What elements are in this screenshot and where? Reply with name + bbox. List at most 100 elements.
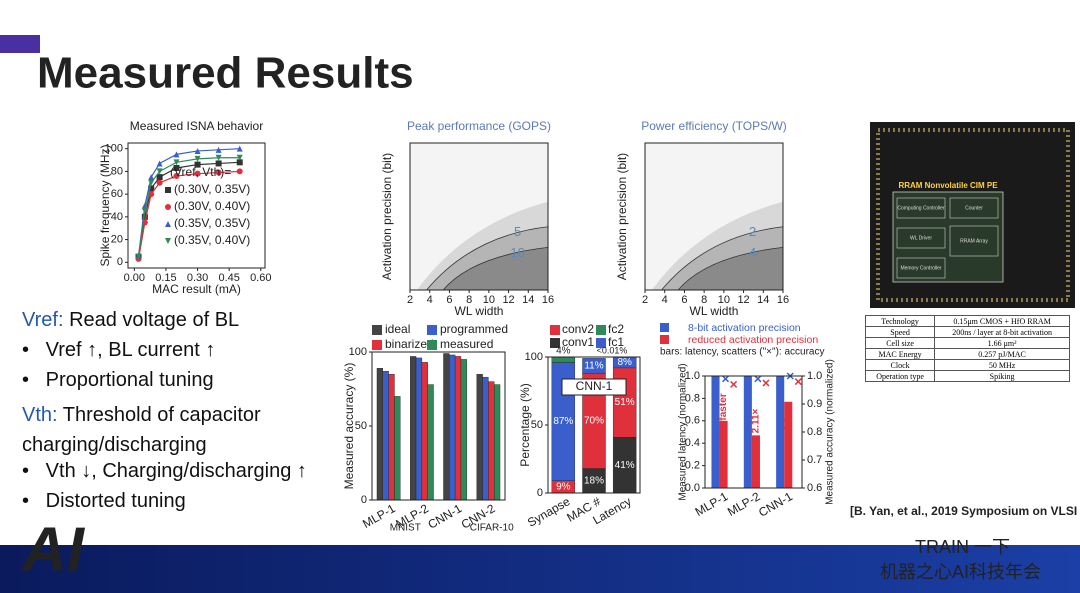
y-axis-label: Measured accuracy (%): [342, 363, 356, 490]
chip-block-label: WL Driver: [910, 235, 932, 241]
y-tick-label: 0: [537, 487, 543, 499]
value-label: 87%: [553, 416, 573, 427]
table-cell: 1.66 μm²: [934, 337, 1070, 349]
bar: [743, 376, 752, 488]
y-tick-label: 100: [525, 351, 543, 363]
chip-block-label: Counter: [965, 205, 983, 211]
data-point: [148, 191, 155, 198]
bar: [784, 401, 793, 488]
legend-swatch: [427, 340, 437, 350]
y-tick-label: 80: [111, 165, 123, 177]
legend-label: 8-bit activation precision: [688, 322, 801, 334]
legend-marker: [165, 238, 171, 244]
x-tick-label: 8: [466, 294, 472, 306]
table-cell: Clock: [864, 359, 936, 371]
x-tick-label: 10: [718, 294, 730, 306]
y-tick-label: 60: [111, 188, 123, 200]
x-tick-label: 0.30: [187, 272, 208, 284]
contour-label: 4: [749, 245, 756, 260]
legend-label: conv2: [562, 322, 594, 336]
table-cell: Spiking: [934, 370, 1070, 382]
legend-marker: [165, 187, 171, 193]
legend-marker: [165, 221, 171, 227]
y-tick-label: 0.6: [685, 415, 700, 427]
x-tick-label: 14: [757, 294, 769, 306]
legend-label: measured: [440, 337, 493, 351]
definition: Vref: Read voltage of BL: [22, 309, 239, 332]
table-row: MAC Energy 0.257 pJ/MAC: [864, 348, 1070, 360]
y-axis-label: Activation precision (bit): [615, 153, 629, 280]
x-tick-label: 16: [777, 294, 789, 306]
y-tick-label: 0.8: [685, 392, 700, 404]
y-axis-label: Activation precision (bit): [380, 153, 394, 280]
x-axis-label: MAC result (mA): [152, 282, 241, 296]
accuracy-point: [762, 379, 770, 387]
accuracy-point: [730, 380, 738, 388]
table-cell: 50 MHz: [934, 359, 1070, 371]
y-tick-label: 50: [355, 420, 367, 432]
data-point: [236, 145, 243, 152]
bar: [382, 371, 389, 501]
y-axis-label: Percentage (%): [518, 383, 532, 466]
data-point: [194, 170, 201, 177]
legend-swatch: [550, 325, 560, 335]
value-label: 41%: [615, 460, 635, 471]
series-line: [137, 161, 240, 257]
legend-note: bars: latency, scatters ("×"): accuracy: [660, 347, 824, 358]
legend-swatch: [596, 325, 606, 335]
footer-band: [0, 545, 1080, 593]
bullet-text: Proportional tuning: [45, 369, 214, 391]
legend-label: (0.30V, 0.40V): [174, 199, 250, 213]
term: Vth:: [22, 404, 58, 426]
bullet: • Vth ↓, Charging/discharging ↑: [22, 460, 307, 482]
data-point: [141, 208, 148, 215]
group-label: CIFAR-10: [470, 523, 514, 534]
legend-label: (0.35V, 0.40V): [174, 233, 250, 247]
x-tick-label: 0.60: [250, 272, 271, 284]
value-label: 70%: [584, 416, 604, 427]
y-tick-label: 0.0: [685, 482, 700, 494]
data-point: [215, 169, 222, 176]
y-tick-label: 0: [361, 494, 367, 506]
data-point: [156, 179, 163, 186]
x-tick-label: 2: [407, 294, 413, 306]
bar: [394, 396, 401, 501]
data-point: [148, 179, 155, 186]
bar-segment: [551, 356, 576, 363]
y2-tick-label: 0.7: [807, 454, 822, 466]
data-point: [173, 165, 180, 171]
definition: Vth: Threshold of capacitor charging/dis…: [22, 400, 322, 460]
footer-brand: TRAIN 一下: [915, 537, 1010, 557]
legend-label: reduced activation precision: [688, 334, 818, 346]
table-cell: Operation type: [864, 370, 936, 382]
data-point: [215, 154, 222, 161]
legend-swatch: [596, 338, 606, 348]
citation: [B. Yan, et al., 2019 Symposium on VLSI …: [850, 504, 1080, 518]
value-label: 11%: [584, 360, 603, 371]
x-tick-label: 14: [522, 294, 534, 306]
bar: [488, 381, 495, 501]
bullet: • Proportional tuning: [22, 369, 214, 391]
value-label: 51%: [615, 397, 635, 408]
x-axis-label: WL width: [690, 304, 739, 318]
x-tick-label: CNN-1: [425, 501, 464, 532]
data-point: [194, 161, 201, 168]
table-row: Clock 50 MHz: [864, 359, 1070, 371]
group-label: MNIST: [390, 523, 421, 534]
x-tick-label: 16: [542, 294, 554, 306]
table-cell: MAC Energy: [864, 348, 936, 360]
bar: [719, 420, 728, 488]
legend-swatch: [550, 338, 560, 348]
accuracy-point: [722, 375, 730, 383]
y-tick-label: 40: [111, 211, 123, 223]
annotation: CNN-1: [576, 379, 613, 393]
spec-table: Technology 0.15μm CMOS + HfO RRAM Speed 200…: [864, 315, 1070, 382]
data-point: [148, 185, 155, 192]
plot-frame: [127, 142, 266, 269]
x-tick-label: 8: [701, 294, 707, 306]
bar: [421, 362, 428, 501]
annotation: 2.11×: [751, 408, 762, 433]
table-cell: 0.15μm CMOS + HfO RRAM: [934, 315, 1070, 327]
chip-block-label: Computing Controller: [897, 205, 945, 211]
data-point: [236, 168, 243, 175]
